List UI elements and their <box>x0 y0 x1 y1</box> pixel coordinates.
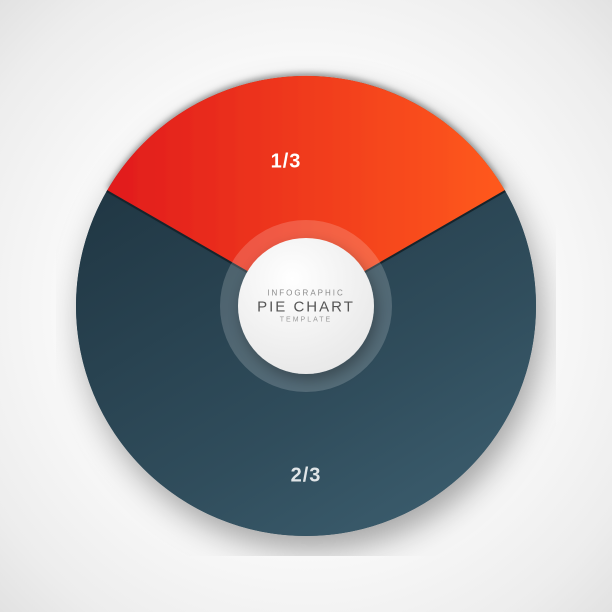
hub <box>238 238 374 374</box>
pie-chart-svg <box>56 56 556 556</box>
pie-chart: 1/3 2/3 INFOGRAPHIC PIE CHART TEMPLATE <box>56 56 556 556</box>
